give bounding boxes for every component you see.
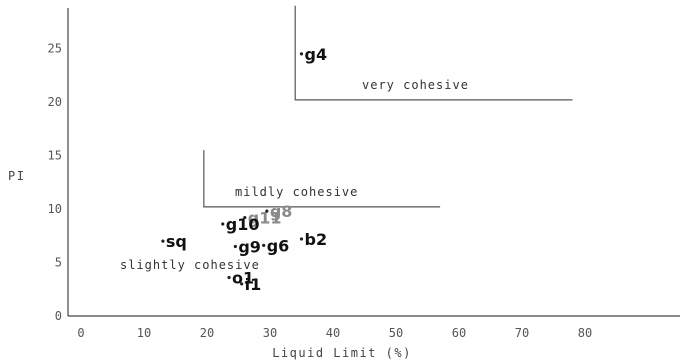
x-tick-label: 20 — [200, 326, 214, 340]
x-tick-label: 80 — [578, 326, 592, 340]
point-marker-g6 — [262, 243, 266, 247]
x-tick-label: 50 — [389, 326, 403, 340]
point-marker-o1 — [227, 275, 231, 280]
y-tick-label: 5 — [55, 256, 62, 270]
point-label-g9: g9 — [238, 237, 261, 256]
axes — [67, 8, 680, 317]
point-marker-sq — [161, 239, 165, 243]
cohesion-zones — [203, 5, 573, 208]
y-tick-label: 20 — [48, 95, 62, 109]
point-label-g6: g6 — [267, 236, 290, 255]
y-tick-label: 15 — [48, 149, 62, 163]
point-marker-b2 — [299, 237, 304, 241]
y-tick-label: 25 — [48, 42, 62, 56]
y-tick-label: 10 — [48, 202, 62, 216]
region-label-slightly-cohesive: slightly cohesive — [120, 258, 260, 272]
very-cohesive-boundary — [294, 5, 573, 101]
point-label-g4: g4 — [305, 45, 328, 64]
point-marker-g9 — [233, 244, 237, 249]
y-tick-label: 0 — [55, 309, 62, 323]
point-marker-g4 — [299, 52, 304, 56]
point-marker-i1 — [240, 282, 244, 286]
x-tick-label: 10 — [137, 326, 151, 340]
point-marker-g8 — [265, 209, 269, 213]
point-label-g10: g10 — [226, 215, 260, 234]
point-marker-g10 — [221, 222, 225, 226]
region-label-mildly-cohesive: mildly cohesive — [235, 185, 358, 199]
x-tick-label: 0 — [77, 326, 84, 340]
tick-labels: 0 10 20 30 40 50 60 70 80 0 5 10 15 20 25 — [48, 42, 593, 341]
x-axis-title: Liquid Limit (%) — [272, 346, 412, 360]
point-label-g11: g11 — [248, 209, 282, 228]
point-label-b2: b2 — [305, 230, 328, 249]
region-label-very-cohesive: very cohesive — [362, 78, 469, 92]
point-label-sq: sq — [166, 232, 187, 251]
point-label-g8: g8 — [270, 202, 293, 221]
y-axis-title: PI — [8, 169, 25, 183]
mildly-cohesive-boundary — [203, 150, 441, 208]
point-marker-g11 — [243, 215, 247, 220]
point-label-i1: i1 — [245, 275, 262, 294]
x-tick-label: 40 — [326, 326, 340, 340]
point-label-o1: o1 — [232, 268, 254, 287]
x-tick-label: 70 — [515, 326, 529, 340]
x-tick-label: 60 — [452, 326, 466, 340]
x-tick-label: 30 — [263, 326, 277, 340]
